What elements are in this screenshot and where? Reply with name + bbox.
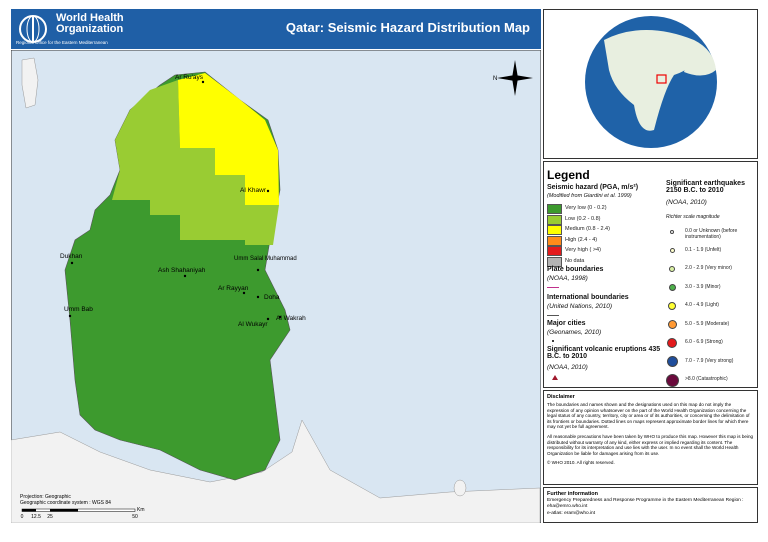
hazard-label: High (2.4 - 4) — [565, 236, 598, 243]
intl-source: (United Nations, 2010) — [547, 303, 613, 310]
further-text: Emergency Preparedness and Response Prog… — [547, 498, 744, 509]
hazard-swatch — [547, 204, 562, 214]
city-dot — [278, 315, 282, 319]
scale-unit: Km — [137, 507, 145, 513]
legend: Legend Seismic hazard (PGA, m/s²) (Modif… — [543, 161, 758, 388]
hazard-swatch — [547, 235, 562, 246]
further-info: Further information Emergency Preparedne… — [543, 487, 758, 523]
hazard-label: Very low (0 - 0.2) — [565, 205, 607, 211]
volcano-source: (NOAA, 2010) — [547, 364, 588, 371]
city-label: Ash Shahaniyah — [158, 267, 206, 274]
org-name: World Health Organization — [56, 12, 124, 35]
further-text: e-atlas: eram@who.int — [547, 511, 596, 516]
plate-source: (NOAA, 1998) — [547, 275, 588, 282]
intl-title: International boundaries — [547, 294, 629, 301]
hazard-label: Very high ( >4) — [565, 247, 601, 253]
hazard-swatch — [547, 256, 562, 267]
quake-label: 0.0 or Unknown (before instrumentation) — [685, 228, 738, 240]
compass: N — [493, 60, 533, 96]
hazard-label: No data — [565, 257, 585, 264]
cities-source: (Geonames, 2010) — [547, 329, 602, 336]
hazard-source: (Modified from Giardini et al. 1999) — [547, 193, 632, 199]
quake-source: (NOAA, 2010) — [666, 199, 707, 206]
city-dot — [266, 189, 270, 193]
quake-symbol — [667, 338, 677, 348]
hazard-swatch — [547, 214, 562, 225]
city-label: Ar Ru'ays — [175, 74, 204, 81]
city-dot — [68, 314, 72, 318]
projection: Projection: Geographic — [20, 494, 71, 500]
compass-label: N — [493, 76, 497, 82]
city-dot — [183, 274, 187, 278]
locator-panel — [543, 9, 758, 159]
disclaimer: Disclaimer The boundaries and names show… — [543, 390, 758, 485]
coordinate-system: Geographic coordinate system : WGS 84 — [20, 500, 111, 506]
city-dot — [70, 261, 74, 265]
hazard-swatch — [547, 225, 562, 235]
cities: Ar Ru'ays Al Khawr Dukhan Ash Shahaniyah Umm… — [60, 74, 306, 328]
plate-title: Plate boundaries — [547, 266, 604, 273]
scale-label: 12.5 — [31, 514, 41, 520]
quake-symbol — [668, 302, 676, 310]
hazard-swatch — [547, 246, 562, 256]
city-label: Doha — [264, 294, 280, 301]
city-dot — [242, 291, 246, 295]
quake-symbol — [669, 266, 675, 272]
further-title: Further information — [547, 491, 599, 497]
city-label: Umm Bab — [64, 306, 93, 313]
volcano-title: Significant volcanic eruptions 435 B.C. … — [547, 346, 661, 360]
quake-label: 0.1 - 1.9 (Unfelt) — [685, 246, 722, 253]
city-dot — [256, 268, 260, 272]
scale-bar: 0 12.5 25 50 — [21, 514, 138, 520]
quake-label: 6.0 - 6.9 (Strong) — [685, 339, 723, 345]
quake-symbol — [668, 284, 676, 291]
scale-label: 25 — [47, 514, 53, 520]
city-label: Umm Salal Muhammad — [234, 256, 297, 262]
city-label: Al Wakrah — [276, 315, 306, 322]
header: World Health Organization Regional Offic… — [11, 9, 541, 49]
map-title: Qatar: Seismic Hazard Distribution Map — [285, 20, 530, 35]
quake-label: 7.0 - 7.9 (Very strong) — [685, 357, 734, 364]
quake-label: 2.0 - 2.9 (Very minor) — [685, 265, 732, 271]
legend-title: Legend — [547, 168, 590, 182]
quake-scale: Richter scale magnitude — [666, 214, 720, 220]
quake-label: 3.0 - 3.9 (Minor) — [685, 283, 721, 290]
disclaimer-text: © WHO 2010. All rights reserved. — [547, 460, 615, 466]
office-name: Regional Office for the Eastern Mediterr… — [16, 40, 108, 45]
city-dot — [256, 295, 260, 299]
disclaimer-text: The boundaries and names shown and the d… — [547, 402, 750, 430]
scale-label: 0 — [21, 514, 24, 520]
hazard-label: Medium (0.8 - 2.4) — [565, 226, 610, 232]
quake-symbol — [669, 248, 675, 253]
hazard-label: Low (0.2 - 0.8) — [565, 215, 601, 222]
city-label: Ar Rayyan — [218, 285, 249, 292]
city-dot — [201, 80, 205, 84]
quake-symbol — [667, 320, 677, 329]
who-logo — [19, 15, 47, 43]
cities-title: Major cities — [547, 320, 586, 327]
quake-label: >8.0 (Catastrophic) — [685, 376, 728, 382]
quake-title: Significant earthquakes 2150 B.C. to 201… — [666, 180, 745, 194]
quake-label: 4.0 - 4.9 (Light) — [685, 302, 719, 308]
globe — [585, 16, 717, 148]
city-label: Dukhan — [60, 253, 83, 260]
scale-label: 50 — [132, 514, 138, 520]
disclaimer-text: All reasonable precautions have been tak… — [547, 433, 754, 456]
city-label: Al Khawr — [240, 187, 267, 194]
quake-symbol — [670, 230, 674, 234]
city-label: Al Wukayr — [238, 321, 268, 328]
quake-symbol — [665, 373, 679, 387]
quake-label: 5.0 - 5.9 (Moderate) — [685, 320, 730, 327]
quake-symbol — [666, 356, 678, 367]
hazard-title: Seismic hazard (PGA, m/s²) — [547, 184, 639, 191]
disclaimer-title: Disclaimer — [547, 394, 575, 400]
map: Ar Ru'ays Al Khawr Dukhan Ash Shahaniyah Umm… — [11, 50, 541, 523]
city-dot — [266, 317, 270, 321]
